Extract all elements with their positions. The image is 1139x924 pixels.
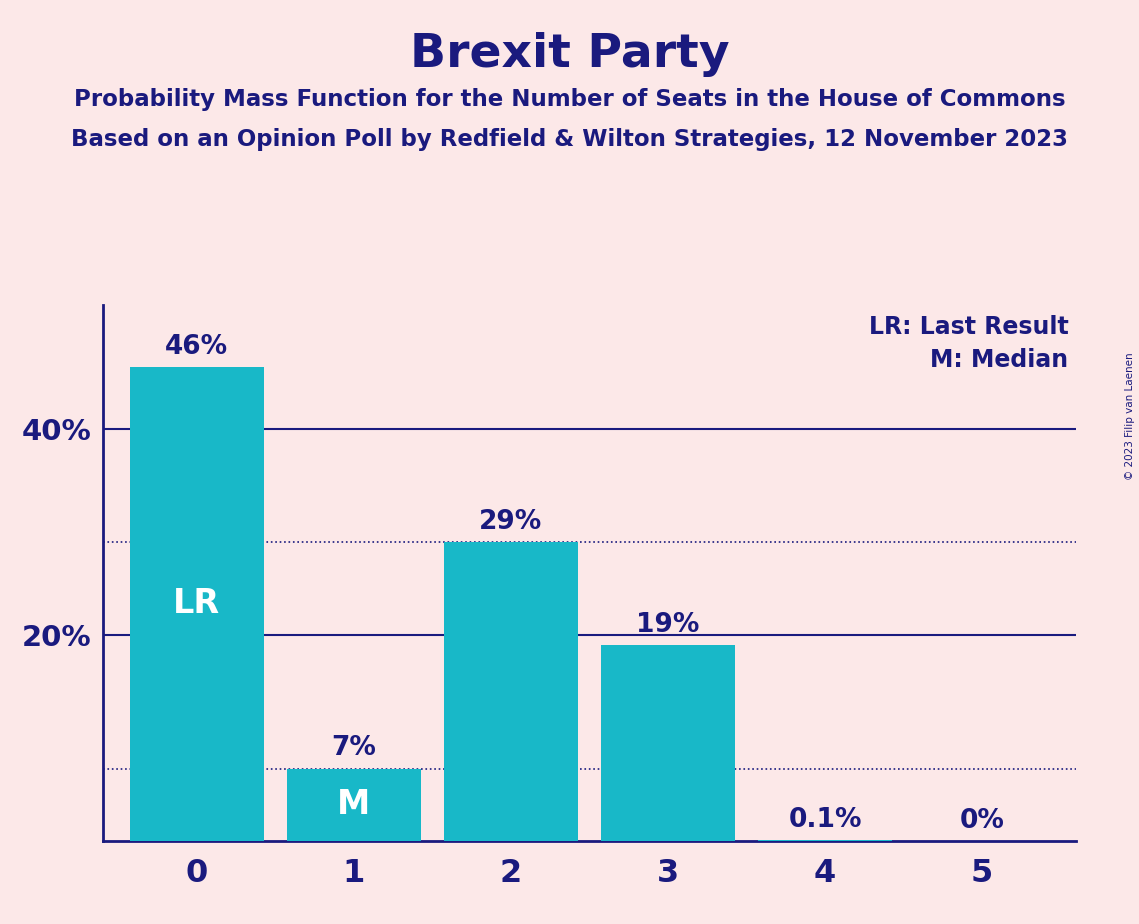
Text: Probability Mass Function for the Number of Seats in the House of Commons: Probability Mass Function for the Number…: [74, 88, 1065, 111]
Text: 29%: 29%: [480, 509, 542, 535]
Text: 0%: 0%: [960, 808, 1005, 833]
Bar: [287, 769, 420, 841]
Bar: [759, 840, 892, 841]
Text: 7%: 7%: [331, 736, 376, 761]
Text: M: Median: M: Median: [931, 348, 1068, 372]
Text: © 2023 Filip van Laenen: © 2023 Filip van Laenen: [1125, 352, 1134, 480]
Text: LR: LR: [173, 588, 220, 620]
Text: LR: Last Result: LR: Last Result: [869, 315, 1068, 339]
Text: Brexit Party: Brexit Party: [410, 32, 729, 78]
Text: 0.1%: 0.1%: [788, 807, 862, 833]
Bar: [444, 542, 577, 841]
Bar: [130, 367, 263, 841]
Text: 46%: 46%: [165, 334, 228, 359]
Text: M: M: [337, 788, 370, 821]
Bar: [601, 645, 735, 841]
Text: Based on an Opinion Poll by Redfield & Wilton Strategies, 12 November 2023: Based on an Opinion Poll by Redfield & W…: [71, 128, 1068, 151]
Text: 19%: 19%: [637, 612, 699, 638]
